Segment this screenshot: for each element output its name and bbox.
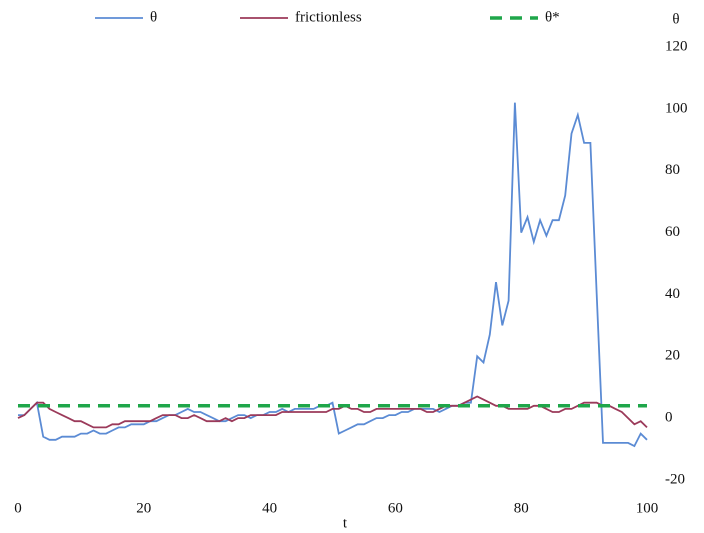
y-tick-label: -20 bbox=[665, 471, 685, 487]
legend-label: θ* bbox=[545, 9, 560, 25]
y-tick-label: 120 bbox=[665, 38, 688, 54]
series-line bbox=[17, 395, 648, 429]
y-tick-label: 20 bbox=[665, 348, 680, 364]
series-line bbox=[18, 102, 648, 448]
x-tick-label: 80 bbox=[514, 500, 529, 516]
y-tick-label: 80 bbox=[665, 162, 680, 178]
legend-label: frictionless bbox=[295, 9, 362, 25]
x-tick-label: 100 bbox=[636, 500, 659, 516]
legend-label: θ bbox=[150, 9, 157, 25]
y-axis-label: θ bbox=[672, 11, 679, 27]
y-tick-label: 60 bbox=[665, 224, 680, 240]
x-tick-label: 20 bbox=[136, 500, 151, 516]
x-tick-label: 60 bbox=[388, 500, 403, 516]
y-tick-label: 0 bbox=[665, 410, 673, 426]
y-tick-label: 40 bbox=[665, 286, 680, 302]
y-tick-label: 100 bbox=[665, 100, 688, 116]
x-tick-label: 0 bbox=[14, 500, 22, 516]
x-axis-label: t bbox=[343, 515, 348, 531]
x-tick-label: 40 bbox=[262, 500, 277, 516]
